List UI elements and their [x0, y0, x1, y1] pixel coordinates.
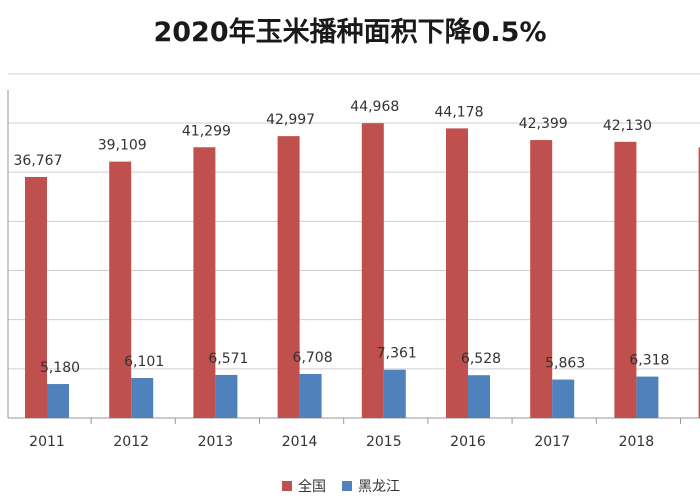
bar-national	[361, 123, 384, 418]
bar-heilongjiang	[131, 378, 154, 418]
bar-heilongjiang	[47, 384, 69, 418]
bar-heilongjiang	[552, 379, 575, 418]
data-label: 5,180	[40, 360, 80, 376]
x-tick-label: 2012	[113, 434, 149, 450]
bar-heilongjiang	[215, 374, 238, 418]
data-label: 41,299	[182, 123, 231, 139]
data-label: 6,528	[461, 351, 501, 367]
data-label: 7,361	[377, 346, 417, 362]
bar-heilongjiang	[299, 374, 322, 418]
bar-heilongjiang	[468, 375, 490, 418]
data-label: 42,399	[519, 116, 568, 132]
data-label: 6,318	[629, 353, 669, 369]
bar-national	[530, 140, 553, 418]
x-tick-label: 2014	[282, 434, 318, 450]
x-tick-label: 2017	[534, 434, 570, 450]
bar-national	[614, 141, 637, 418]
x-tick-label: 2011	[29, 434, 65, 450]
legend-swatch-national	[282, 481, 292, 491]
data-label: 44,178	[435, 104, 484, 120]
bar-heilongjiang	[383, 369, 406, 418]
data-label: 44,968	[350, 99, 399, 115]
data-label: 5,863	[545, 356, 585, 372]
chart-title: 2020年玉米播种面积下降0.5%	[153, 17, 547, 48]
bar-heilongjiang	[636, 376, 659, 418]
data-label: 36,767	[14, 153, 63, 169]
bar-national	[698, 147, 700, 418]
legend-label-heilongjiang: 黑龙江	[358, 479, 400, 495]
x-tick-label: 2018	[619, 434, 655, 450]
data-label: 42,997	[266, 112, 315, 128]
legend: 全国 黑龙江	[282, 476, 400, 496]
bar-national	[193, 147, 216, 418]
legend-label-national: 全国	[298, 479, 326, 495]
data-label: 6,571	[208, 351, 248, 367]
data-label: 39,109	[98, 138, 147, 154]
bar-national	[277, 136, 300, 418]
x-tick-label: 2015	[366, 434, 402, 450]
bar-national	[109, 161, 132, 418]
bar-national	[446, 128, 468, 418]
x-tick-label: 2013	[198, 434, 234, 450]
data-label: 6,101	[124, 354, 164, 370]
legend-swatch-heilongjiang	[342, 481, 352, 491]
legend-item-national: 全国	[282, 476, 326, 496]
data-label: 42,130	[603, 118, 652, 134]
x-tick-label: 2016	[450, 434, 486, 450]
data-label: 6,708	[293, 350, 333, 366]
bar-national	[25, 176, 47, 418]
legend-item-heilongjiang: 黑龙江	[342, 476, 400, 496]
